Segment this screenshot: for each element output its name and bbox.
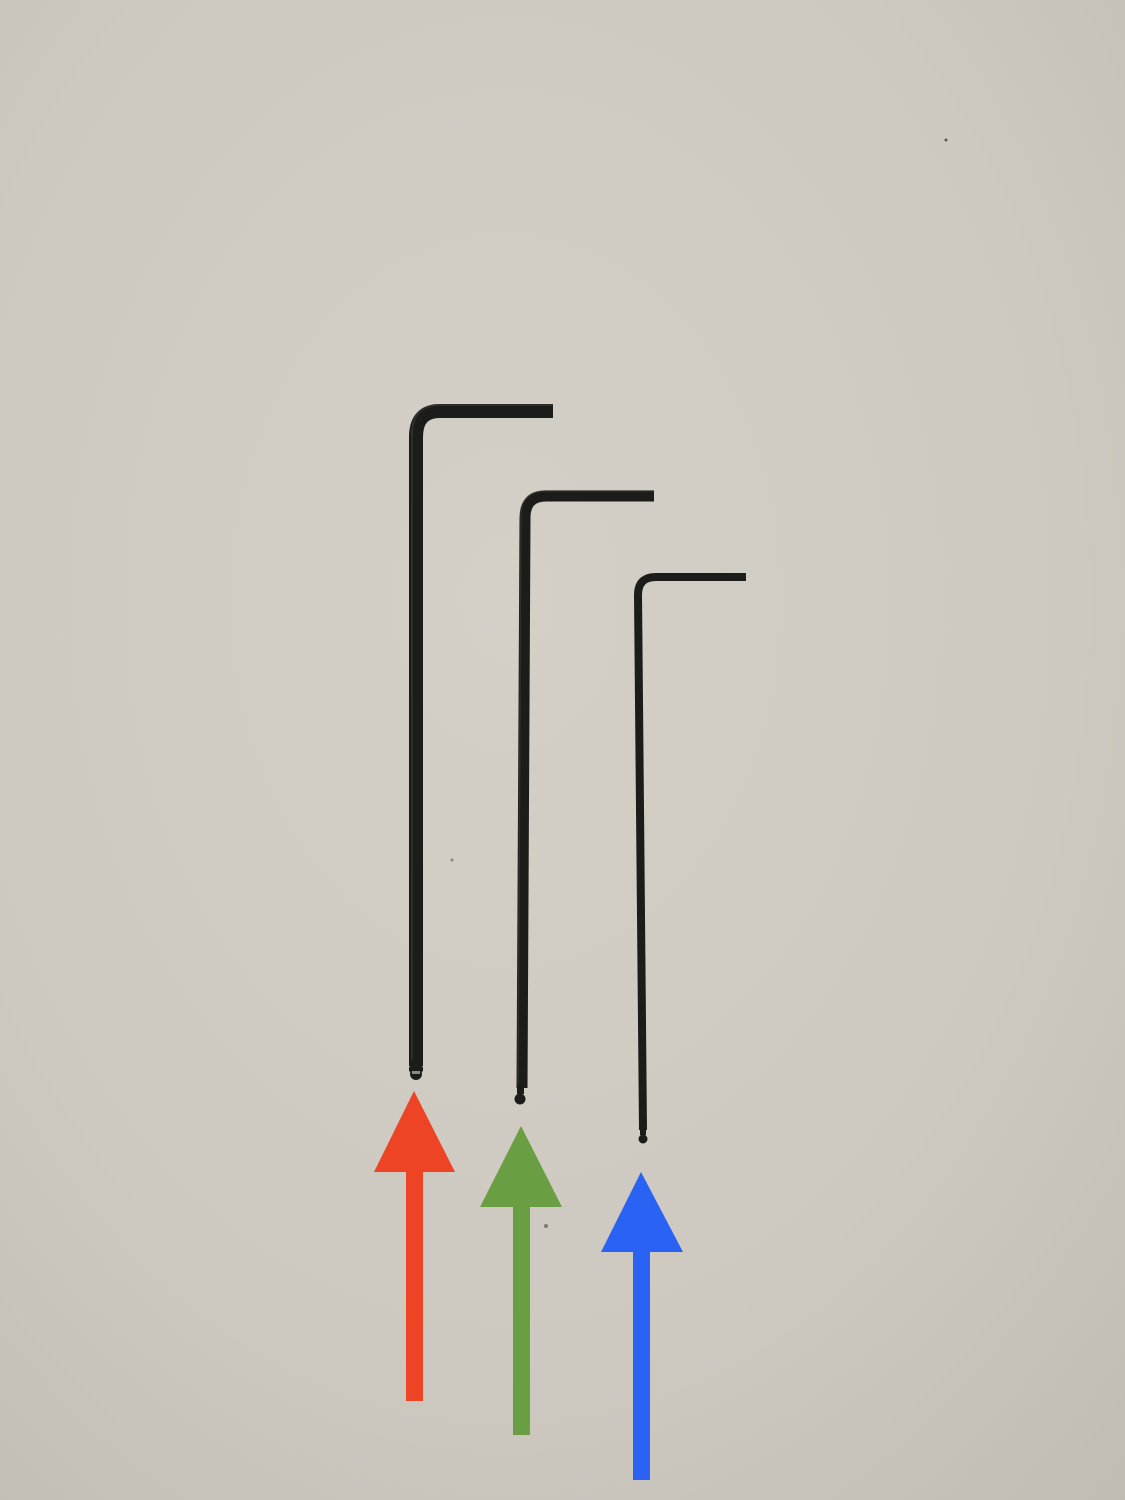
paper-speck — [450, 858, 454, 862]
paper-speck — [944, 138, 948, 142]
small-ball-end-hex-key — [634, 573, 746, 1144]
medium-ball-end-hex-key — [514, 490, 654, 1105]
green-arrow — [480, 1126, 562, 1435]
large-ball-end-hex-key — [409, 404, 553, 1080]
paper-speck — [544, 1224, 548, 1228]
blue-arrow — [601, 1172, 683, 1480]
ball-highlight — [412, 1071, 420, 1074]
red-arrow — [374, 1091, 455, 1401]
